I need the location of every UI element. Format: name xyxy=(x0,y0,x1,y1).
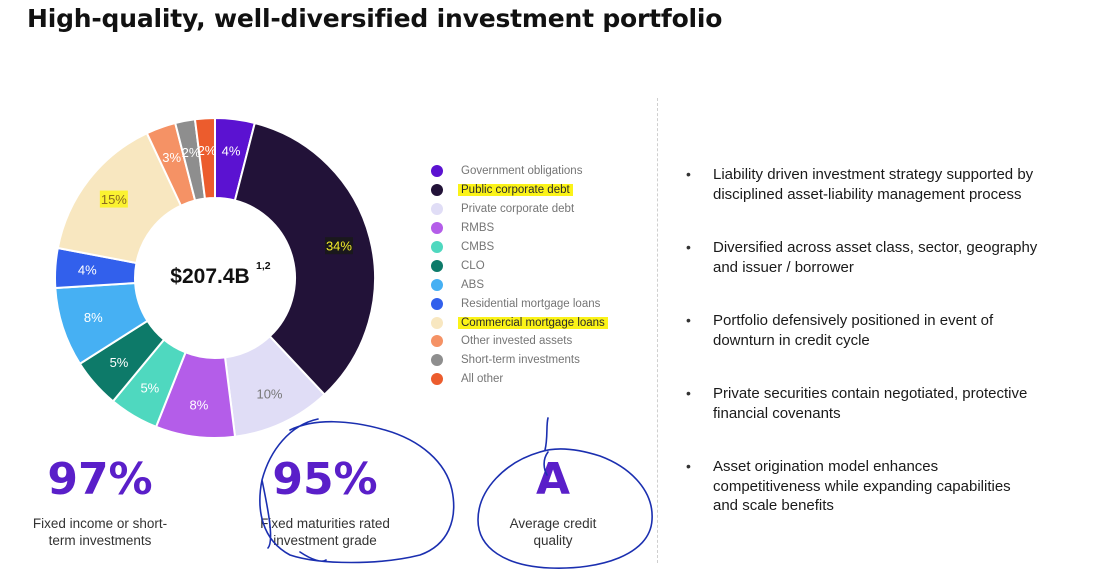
stat-label-line: term investments xyxy=(48,532,152,548)
bullet-dot: • xyxy=(686,166,691,182)
legend-swatch xyxy=(431,373,443,386)
stat-investment-grade: 95% Fixed maturities rated investment gr… xyxy=(235,456,415,549)
legend-item: Short-term investments xyxy=(431,351,631,370)
bullet-dot: • xyxy=(686,239,691,255)
donut-data-label: 2% xyxy=(182,145,201,160)
legend-item: Commercial mortgage loans xyxy=(431,313,631,332)
legend-label: Other invested assets xyxy=(461,335,573,348)
legend-swatch xyxy=(431,335,443,348)
legend-label: CMBS xyxy=(461,241,495,253)
bullet-line: competitiveness while expanding capabili… xyxy=(713,477,1011,495)
legend-label: Residential mortgage loans xyxy=(461,297,601,310)
legend-label: All other xyxy=(461,373,504,386)
donut-data-label: 8% xyxy=(84,310,103,325)
legend-label: CLO xyxy=(461,259,485,272)
column-divider xyxy=(657,98,658,563)
bullet-line: disciplined asset-liability management p… xyxy=(713,185,1022,203)
legend-label: ABS xyxy=(461,278,485,291)
stat-credit-quality: A Average credit quality xyxy=(473,456,633,549)
legend-swatch xyxy=(431,241,443,253)
page-title: High-quality, well-diversified investmen… xyxy=(27,4,723,33)
legend-label: Short-term investments xyxy=(461,354,580,367)
donut-data-label: 4% xyxy=(78,262,97,277)
legend-swatch xyxy=(431,278,443,291)
label-highlight xyxy=(324,237,353,255)
donut-slices xyxy=(54,116,376,439)
donut-data-label: 4% xyxy=(222,144,241,159)
donut-slice-public-corporate-debt xyxy=(233,121,376,397)
legend-swatch xyxy=(431,203,443,216)
donut-data-label: 3% xyxy=(162,150,181,165)
legend-label: Private corporate debt xyxy=(461,203,575,216)
bullet-line: Private securities contain negotiated, p… xyxy=(713,385,1028,402)
donut-data-label: 15% xyxy=(101,192,127,207)
bullet-dot: • xyxy=(686,385,691,401)
stat-label-line: Average credit xyxy=(509,516,597,531)
portfolio-donut-chart: 4%34%10%8%5%5%8%4%15%3% 2%2% $207.4B 1,2 xyxy=(54,116,376,439)
donut-data-label: 34% xyxy=(326,239,352,254)
legend-label: Public corporate debt xyxy=(458,184,573,197)
stat-label-line: investment grade xyxy=(273,532,377,548)
key-points-list: • Liability driven investment strategy s… xyxy=(686,165,1086,516)
legend-item: Private corporate debt xyxy=(431,200,631,219)
bullet-line: and issuer / borrower xyxy=(713,258,854,276)
bullet-item: • Diversified across asset class, sector… xyxy=(686,238,1086,277)
legend-swatch xyxy=(431,297,443,310)
bullet-dot: • xyxy=(686,312,691,328)
stat-label: Fixed income or short- term investments xyxy=(10,516,190,549)
donut-data-label: 10% xyxy=(256,386,282,401)
stat-value: A xyxy=(535,454,571,505)
legend-item: CMBS xyxy=(431,238,631,257)
stat-label: Average credit quality xyxy=(473,516,633,549)
stat-label: Fixed maturities rated investment grade xyxy=(235,516,415,549)
stat-value: 95% xyxy=(272,454,378,505)
legend-label: RMBS xyxy=(461,222,495,235)
label-highlight xyxy=(99,190,128,208)
stat-label-line: quality xyxy=(533,532,573,548)
donut-center-superscript: 1,2 xyxy=(256,260,271,272)
stat-fixed-income: 97% Fixed income or short- term investme… xyxy=(10,456,190,549)
bullet-dot: • xyxy=(686,458,691,474)
legend-item: Public corporate debt xyxy=(431,181,631,200)
bullet-item: • Portfolio defensively positioned in ev… xyxy=(686,311,1086,350)
donut-slice-all-other xyxy=(193,116,216,200)
legend-item: ABS xyxy=(431,275,631,294)
legend-swatch xyxy=(431,222,443,235)
legend-label: Commercial mortgage loans xyxy=(458,316,608,329)
legend-swatch xyxy=(431,259,443,272)
chart-legend: Government obligations Public corporate d… xyxy=(431,162,631,389)
bullet-item: • Asset origination model enhances compe… xyxy=(686,457,1086,516)
bullet-line: financial covenants xyxy=(713,404,841,422)
legend-swatch xyxy=(431,184,443,197)
donut-data-label: 5% xyxy=(110,355,129,370)
donut-data-label: 8% xyxy=(190,397,209,412)
bullet-line: and scale benefits xyxy=(713,497,834,514)
bullet-line: downturn in credit cycle xyxy=(713,331,870,349)
bullet-line: Diversified across asset class, sector, … xyxy=(713,239,1038,256)
stat-label-line: Fixed income or short- xyxy=(32,516,168,531)
legend-item: Government obligations xyxy=(431,162,631,181)
legend-item: CLO xyxy=(431,256,631,275)
stat-value: 97% xyxy=(47,454,153,505)
legend-swatch xyxy=(431,165,443,178)
bullet-line: Liability driven investment strategy sup… xyxy=(713,166,1034,183)
legend-item: RMBS xyxy=(431,219,631,238)
bullet-item: • Private securities contain negotiated,… xyxy=(686,384,1086,423)
bullet-item: • Liability driven investment strategy s… xyxy=(686,165,1086,204)
legend-swatch xyxy=(431,354,443,367)
donut-center-total: $207.4B xyxy=(170,265,249,288)
bullet-line: Asset origination model enhances xyxy=(713,458,939,475)
legend-item: All other xyxy=(431,370,631,389)
donut-data-labels: 4%34%10%8%5%5%8%4%15%3% 2%2% xyxy=(78,143,353,412)
donut-data-label: 5% xyxy=(140,381,159,396)
legend-item: Residential mortgage loans xyxy=(431,294,631,313)
bullet-line: Portfolio defensively positioned in even… xyxy=(713,312,994,329)
stat-label-line: Fixed maturities rated xyxy=(260,516,390,531)
legend-label: Government obligations xyxy=(461,165,583,178)
donut-data-label: 2% xyxy=(198,143,217,158)
legend-swatch xyxy=(431,316,443,329)
legend-item: Other invested assets xyxy=(431,332,631,351)
